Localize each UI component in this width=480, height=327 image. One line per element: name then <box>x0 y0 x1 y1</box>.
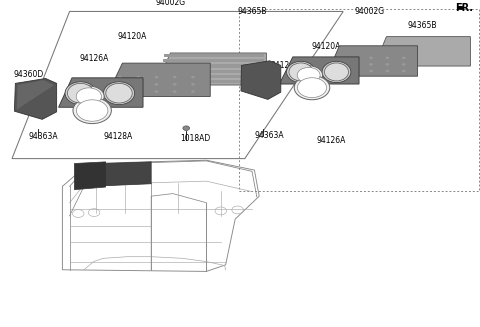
Ellipse shape <box>324 63 348 81</box>
Circle shape <box>298 78 326 97</box>
Polygon shape <box>74 162 106 190</box>
Polygon shape <box>163 59 264 62</box>
Circle shape <box>183 126 190 130</box>
Circle shape <box>155 76 158 78</box>
Circle shape <box>385 70 389 72</box>
Circle shape <box>155 90 158 93</box>
Circle shape <box>294 76 330 100</box>
Circle shape <box>295 66 323 85</box>
Polygon shape <box>156 53 266 85</box>
Circle shape <box>73 86 104 107</box>
Circle shape <box>369 57 373 59</box>
Circle shape <box>155 83 158 86</box>
Polygon shape <box>157 80 264 83</box>
Polygon shape <box>241 61 281 99</box>
Circle shape <box>118 90 122 93</box>
Circle shape <box>76 88 101 105</box>
Circle shape <box>353 57 357 59</box>
Circle shape <box>402 57 406 59</box>
Circle shape <box>402 63 406 66</box>
Text: 94363A: 94363A <box>29 131 59 141</box>
Circle shape <box>369 70 373 72</box>
Polygon shape <box>161 64 264 68</box>
Polygon shape <box>160 70 264 73</box>
Circle shape <box>402 70 406 72</box>
Text: 94365B: 94365B <box>238 7 267 16</box>
Circle shape <box>385 63 389 66</box>
Circle shape <box>136 90 140 93</box>
Text: 94360D: 94360D <box>13 70 44 79</box>
Circle shape <box>191 83 195 86</box>
Polygon shape <box>164 54 264 57</box>
Circle shape <box>353 70 357 72</box>
Text: 94002G: 94002G <box>355 7 384 16</box>
Polygon shape <box>89 162 151 186</box>
Circle shape <box>369 63 373 66</box>
Text: 94380D: 94380D <box>241 77 272 87</box>
Polygon shape <box>326 46 418 76</box>
Text: 94120A: 94120A <box>118 32 147 41</box>
Circle shape <box>336 70 340 72</box>
Text: 94120A: 94120A <box>312 42 341 51</box>
Circle shape <box>136 76 140 78</box>
Polygon shape <box>17 80 54 110</box>
Circle shape <box>191 90 195 93</box>
Polygon shape <box>59 78 143 107</box>
Text: 1018AD: 1018AD <box>180 134 210 143</box>
Circle shape <box>173 83 177 86</box>
Polygon shape <box>457 6 463 9</box>
Polygon shape <box>279 57 359 84</box>
Ellipse shape <box>106 83 132 103</box>
Text: 94126A: 94126A <box>79 54 108 63</box>
Ellipse shape <box>67 83 94 103</box>
Circle shape <box>297 67 320 83</box>
Ellipse shape <box>65 82 96 105</box>
Circle shape <box>118 76 122 78</box>
Circle shape <box>385 57 389 59</box>
Polygon shape <box>14 78 57 119</box>
Text: 94126A: 94126A <box>317 136 346 145</box>
Text: 94126A: 94126A <box>271 60 300 70</box>
Circle shape <box>73 97 111 124</box>
Text: 94365B: 94365B <box>408 21 437 30</box>
Polygon shape <box>107 63 210 96</box>
Ellipse shape <box>322 61 351 82</box>
Circle shape <box>336 63 340 66</box>
Circle shape <box>136 83 140 86</box>
Circle shape <box>173 76 177 78</box>
Ellipse shape <box>287 61 315 82</box>
Circle shape <box>118 83 122 86</box>
Polygon shape <box>158 75 264 78</box>
Circle shape <box>336 57 340 59</box>
Bar <box>239 9 479 191</box>
Text: 94002G: 94002G <box>156 0 185 7</box>
Circle shape <box>76 100 108 121</box>
Circle shape <box>353 63 357 66</box>
Text: 94128A: 94128A <box>103 131 132 141</box>
Ellipse shape <box>289 63 313 81</box>
Text: 94363A: 94363A <box>254 130 284 140</box>
Text: FR.: FR. <box>455 3 473 13</box>
Circle shape <box>173 90 177 93</box>
Circle shape <box>191 76 195 78</box>
Ellipse shape <box>104 82 134 105</box>
Polygon shape <box>374 37 470 66</box>
